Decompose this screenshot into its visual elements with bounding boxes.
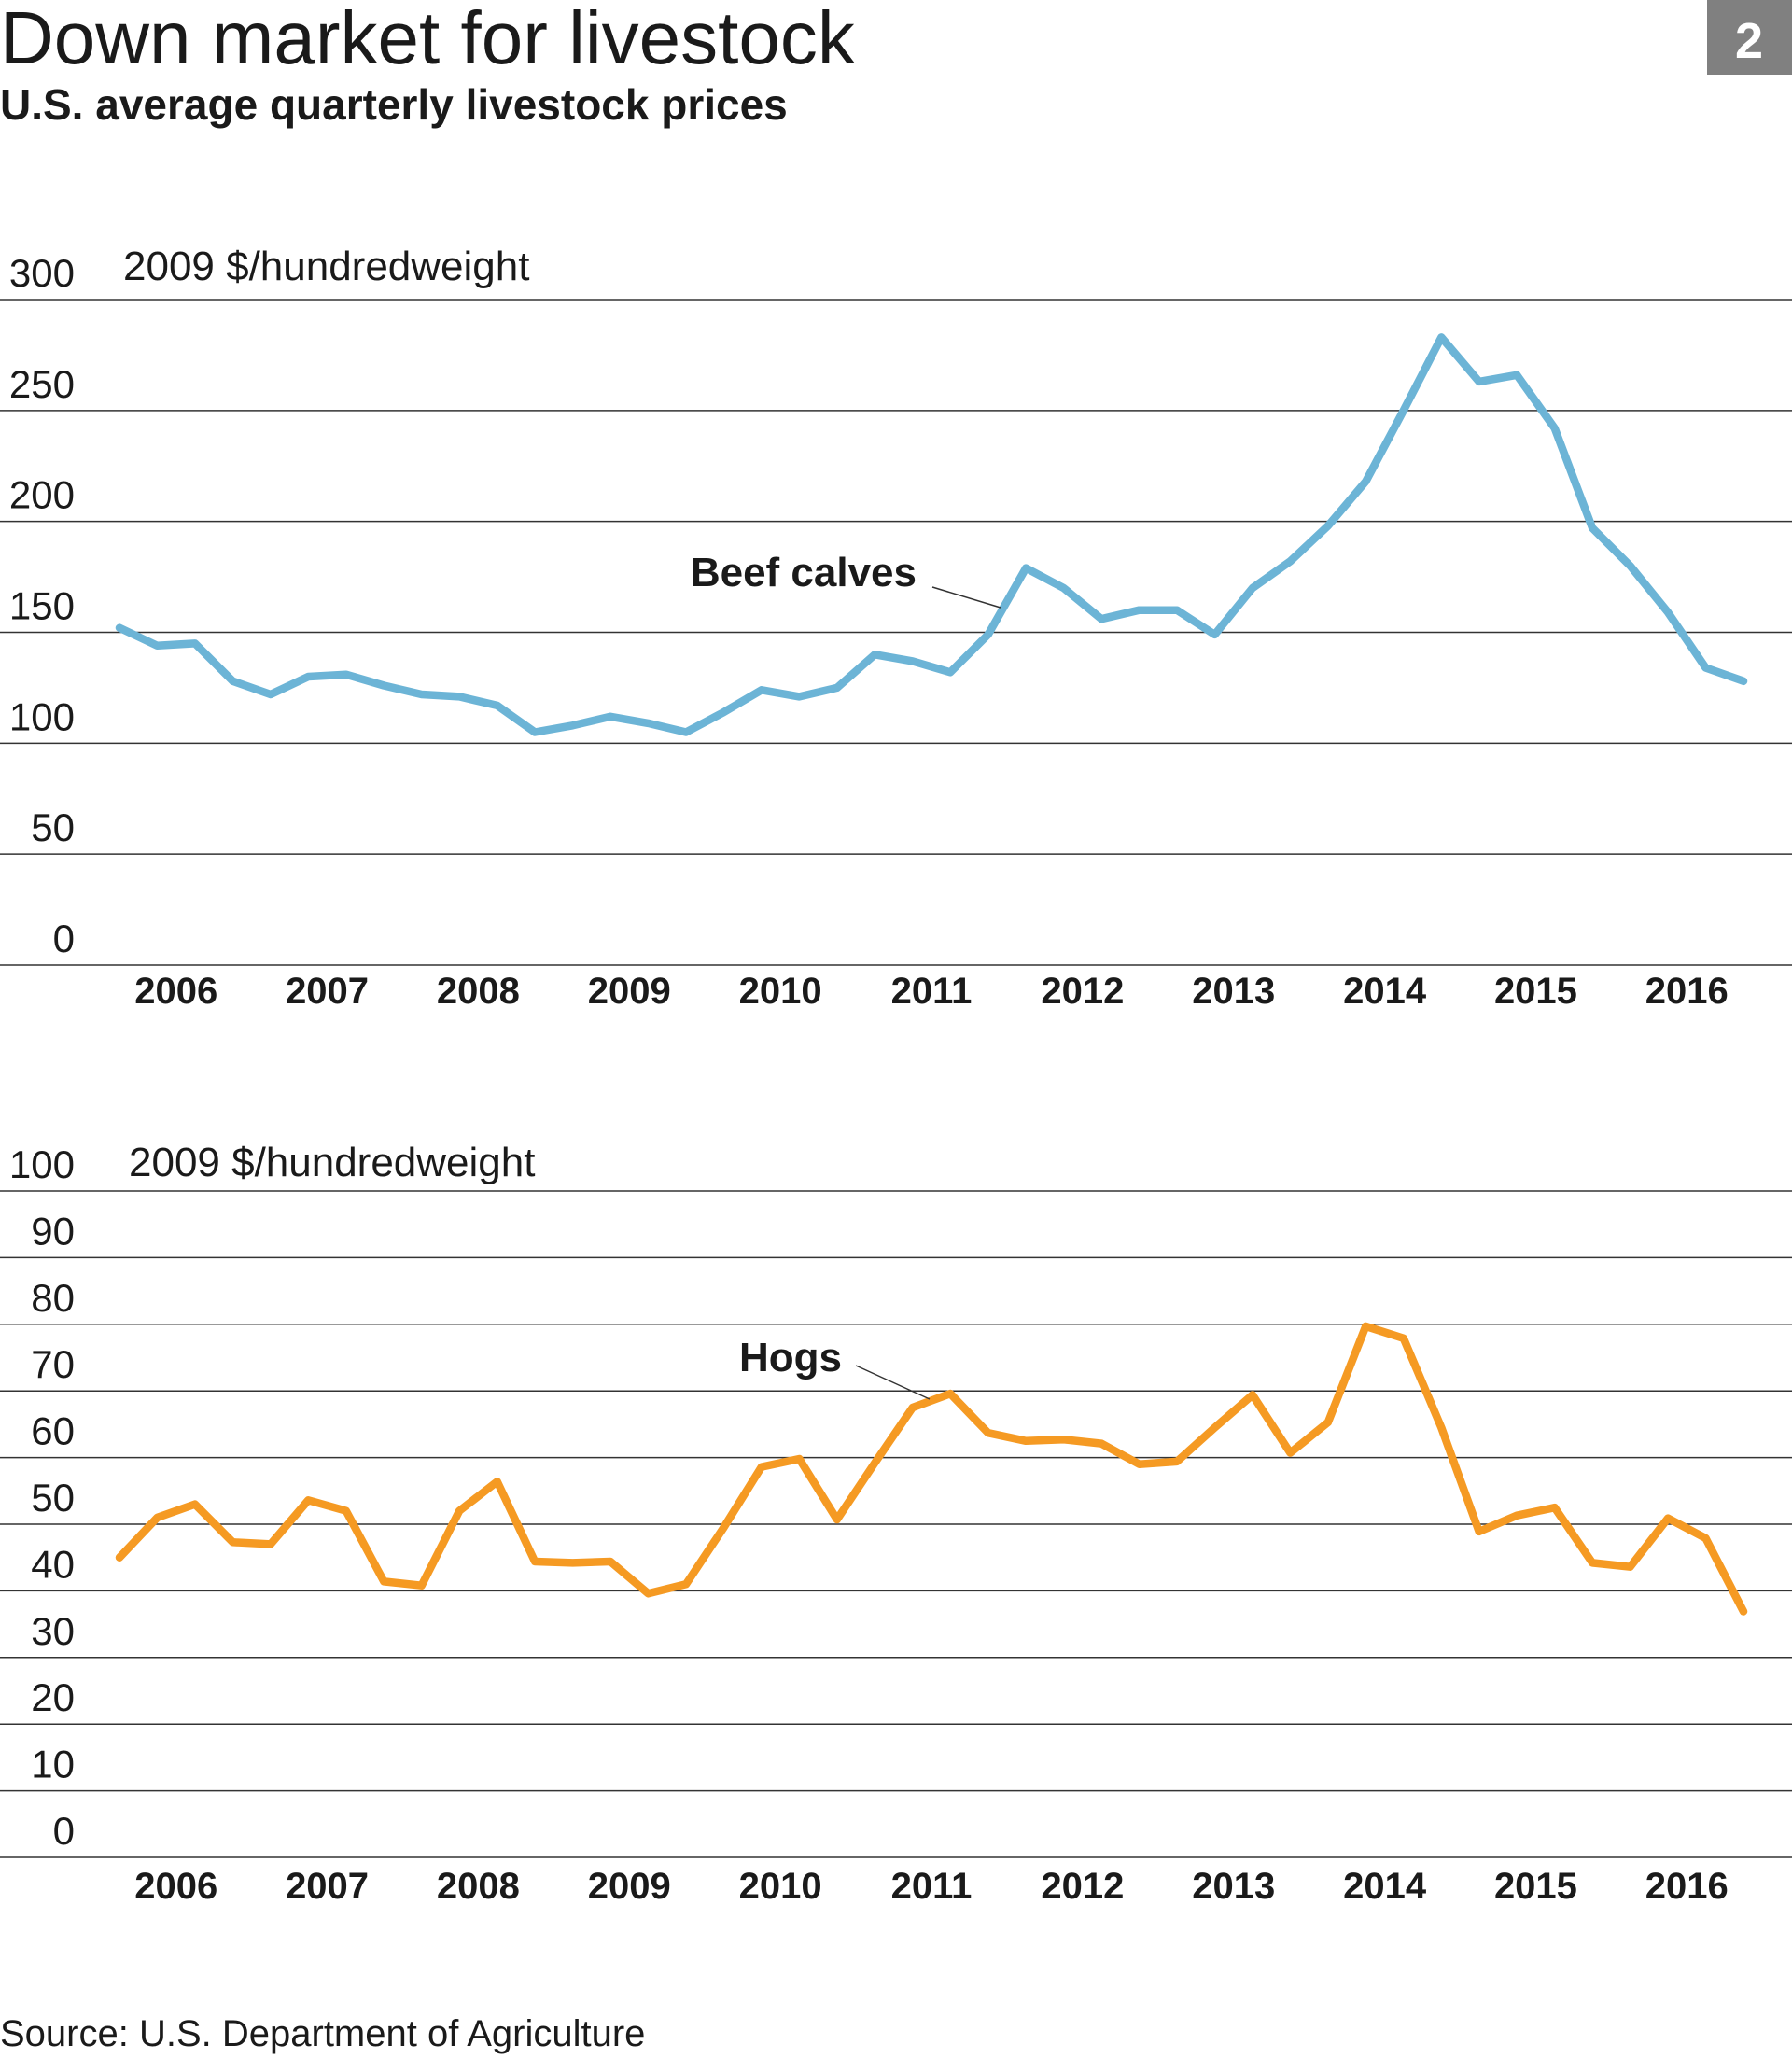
badge: 2 <box>1735 13 1763 69</box>
x-tick-label: 2014 <box>1343 971 1427 1012</box>
x-tick-label: 2009 <box>588 1866 671 1907</box>
y-tick-label: 20 <box>31 1675 75 1719</box>
subtitle: U.S. average quarterly livestock prices <box>0 80 788 129</box>
y-tick-label: 40 <box>31 1542 75 1586</box>
series-label: Hogs <box>739 1335 842 1380</box>
y-tick-label: 100 <box>9 1142 75 1186</box>
x-tick-label: 2009 <box>588 971 671 1012</box>
y-tick-label: 150 <box>9 584 75 628</box>
y-tick-label: 0 <box>53 1809 75 1853</box>
series-label: Beef calves <box>691 550 917 595</box>
x-tick-label: 2014 <box>1343 1866 1427 1907</box>
title: Down market for livestock <box>0 0 856 79</box>
x-tick-label: 2011 <box>891 971 973 1012</box>
x-tick-label: 2013 <box>1192 971 1275 1012</box>
x-tick-label: 2010 <box>739 971 822 1012</box>
x-tick-label: 2010 <box>739 1866 822 1907</box>
x-tick-label: 2015 <box>1494 971 1577 1012</box>
series-line <box>115 333 1748 736</box>
source: Source: U.S. Department of Agriculture <box>0 2013 645 2054</box>
x-tick-label: 2012 <box>1041 971 1124 1012</box>
y-axis-label: 2009 $/hundredweight <box>129 1140 535 1185</box>
x-tick-label: 2007 <box>286 971 369 1012</box>
x-tick-label: 2007 <box>286 1866 369 1907</box>
x-tick-label: 2013 <box>1192 1866 1275 1907</box>
annotation-leader <box>855 1365 931 1400</box>
series-line <box>115 1322 1748 1616</box>
annotation-leader <box>931 586 1001 609</box>
y-tick-label: 250 <box>9 362 75 406</box>
y-tick-label: 70 <box>31 1342 75 1386</box>
x-tick-label: 2008 <box>437 1866 520 1907</box>
y-tick-label: 10 <box>31 1743 75 1786</box>
x-tick-label: 2006 <box>134 1866 217 1907</box>
y-tick-label: 60 <box>31 1409 75 1453</box>
y-axis-label: 2009 $/hundredweight <box>123 244 529 289</box>
badge-box <box>1707 0 1792 75</box>
y-tick-label: 80 <box>31 1276 75 1320</box>
y-tick-label: 50 <box>31 805 75 849</box>
x-tick-label: 2011 <box>891 1866 973 1907</box>
x-tick-label: 2015 <box>1494 1866 1577 1907</box>
y-tick-label: 0 <box>53 917 75 960</box>
y-tick-label: 200 <box>9 473 75 517</box>
y-tick-label: 30 <box>31 1609 75 1653</box>
y-tick-label: 90 <box>31 1209 75 1253</box>
x-tick-label: 2008 <box>437 971 520 1012</box>
y-tick-label: 100 <box>9 694 75 738</box>
y-tick-label: 300 <box>9 251 75 295</box>
x-tick-label: 2012 <box>1041 1866 1124 1907</box>
x-tick-label: 2006 <box>134 971 217 1012</box>
x-tick-label: 2016 <box>1645 971 1729 1012</box>
y-tick-label: 50 <box>31 1476 75 1520</box>
x-tick-label: 2016 <box>1645 1866 1729 1907</box>
